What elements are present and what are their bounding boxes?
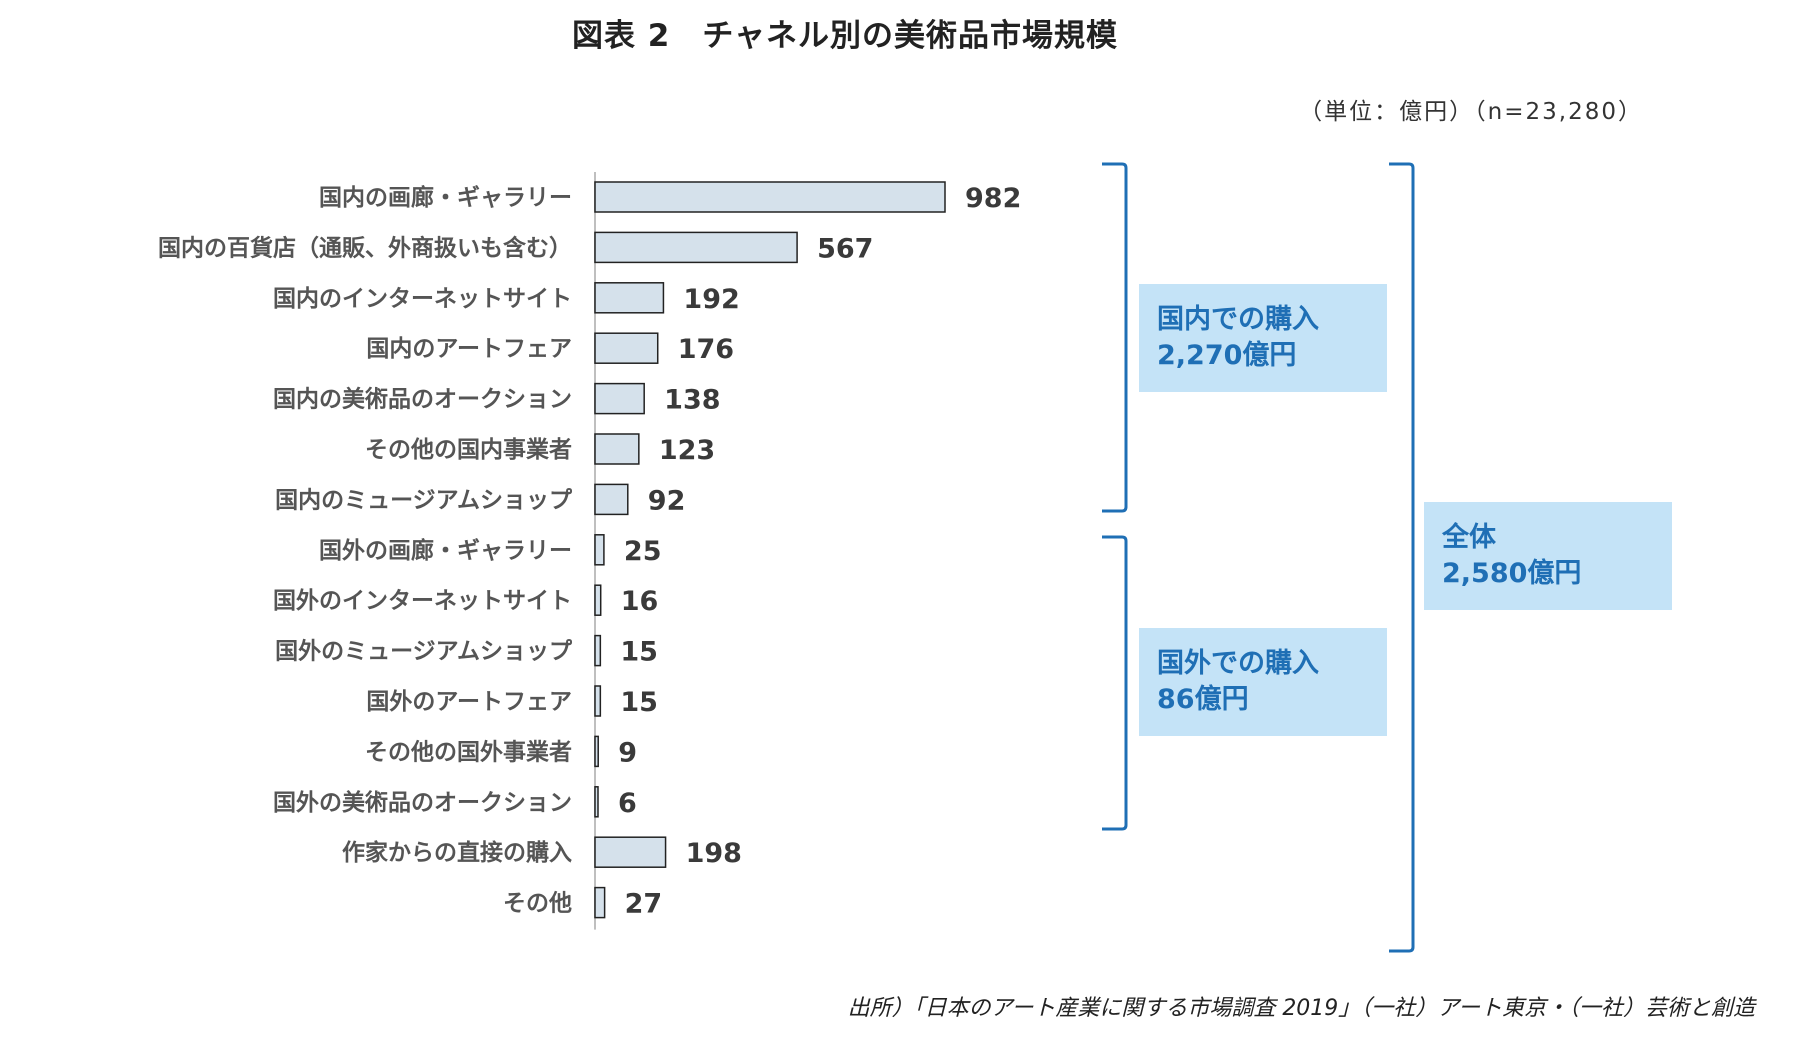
value-label: 567 <box>817 233 873 264</box>
bar <box>594 433 640 465</box>
category-label: 国外のミュージアムショップ <box>275 638 573 665</box>
brackets-group <box>1102 162 1415 953</box>
bar <box>594 886 606 919</box>
bar <box>594 786 599 818</box>
value-label: 192 <box>683 284 739 315</box>
overall-value: 2,580億円 <box>1442 558 1582 589</box>
value-label: 138 <box>664 385 720 416</box>
category-label: 国外のインターネットサイト <box>273 587 572 614</box>
bar <box>594 382 645 415</box>
bar <box>594 231 798 264</box>
value-label: 27 <box>625 889 663 920</box>
domestic-value: 2,270億円 <box>1157 340 1297 371</box>
value-label: 15 <box>620 637 658 668</box>
value-label: 92 <box>648 485 686 516</box>
category-label: その他の国内事業者 <box>365 436 572 463</box>
bar <box>594 735 599 768</box>
value-label: 6 <box>618 788 637 819</box>
overall-bracket <box>1389 162 1415 953</box>
bar <box>594 836 667 868</box>
bar <box>594 332 659 364</box>
category-label: 国内の美術品のオークション <box>273 386 572 413</box>
category-label: 国内のミュージアムショップ <box>275 487 573 513</box>
category-label: その他の国外事業者 <box>365 738 572 765</box>
chart-title: 図表 2 チャネル別の美術品市場規模 <box>571 18 1119 54</box>
overseas-value: 86億円 <box>1157 684 1249 715</box>
bars-group: 国内の画廊・ギャラリー 982 国内の百貨店（通販、外商扱いも含む） 567 国内のイン… <box>158 172 1021 930</box>
unit-note: （単位：億円）（n=23,280） <box>1299 99 1643 125</box>
source-note: 出所）「日本のアート産業に関する市場調査 2019」（一社）アート東京・（一社）… <box>847 996 1755 1021</box>
bar <box>594 181 946 213</box>
category-label: 国外のアートフェア <box>366 688 572 715</box>
overseas-total-box: 国外での購入 86億円 <box>1139 628 1387 736</box>
category-label: 国内のアートフェア <box>366 336 572 362</box>
overseas-bracket <box>1102 535 1128 831</box>
bar <box>594 685 602 717</box>
bar <box>594 483 629 516</box>
value-label: 16 <box>621 586 659 617</box>
bar <box>594 634 602 667</box>
domestic-bracket <box>1102 162 1128 513</box>
overseas-label: 国外での購入 <box>1157 648 1319 679</box>
value-label: 123 <box>659 435 715 466</box>
category-label: 作家からの直接の購入 <box>342 839 572 866</box>
value-label: 198 <box>686 838 742 869</box>
category-label: 国内の画廊・ギャラリー <box>319 184 572 211</box>
category-label: 国外の画廊・ギャラリー <box>319 537 572 564</box>
value-label: 25 <box>624 536 662 567</box>
category-label: その他 <box>503 891 572 917</box>
value-label: 982 <box>965 183 1021 214</box>
bar <box>594 282 665 314</box>
value-label: 9 <box>618 737 637 768</box>
category-label: 国内の百貨店（通販、外商扱いも含む） <box>158 234 572 261</box>
value-label: 15 <box>620 687 658 718</box>
overall-total-box: 全体 2,580億円 <box>1424 502 1672 610</box>
overall-label: 全体 <box>1442 522 1496 553</box>
value-label: 176 <box>678 334 734 365</box>
domestic-label: 国内での購入 <box>1157 304 1319 335</box>
category-label: 国外の美術品のオークション <box>273 789 572 816</box>
bar <box>594 534 605 566</box>
bar <box>594 584 602 616</box>
domestic-total-box: 国内での購入 2,270億円 <box>1139 284 1387 392</box>
category-label: 国内のインターネットサイト <box>273 286 572 312</box>
